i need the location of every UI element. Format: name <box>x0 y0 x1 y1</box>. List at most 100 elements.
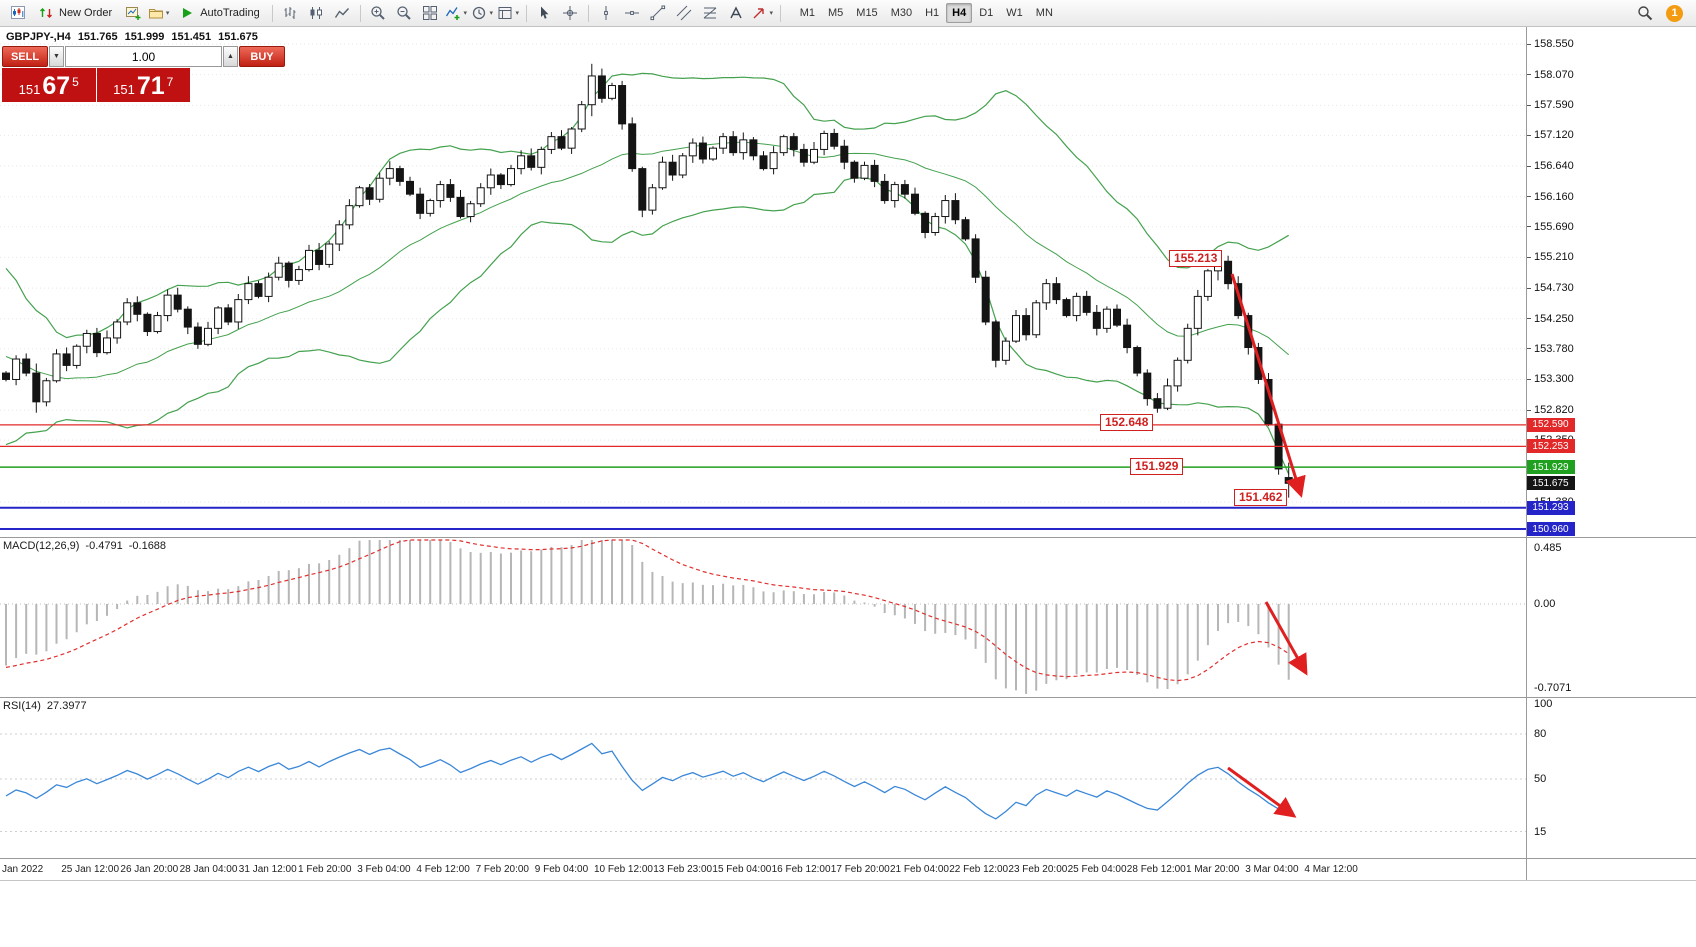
dropdown-arrow-icon: ▾ <box>489 10 493 17</box>
trade-panel-prices: 151 67 5 151 71 7 <box>2 68 190 102</box>
search-icon[interactable] <box>1632 1 1657 25</box>
timeframe-button-h4[interactable]: H4 <box>946 3 973 23</box>
dropdown-arrow-icon: ▾ <box>769 10 773 17</box>
timeframe-button-h1[interactable]: H1 <box>925 7 940 19</box>
text-icon[interactable] <box>724 1 749 25</box>
price-axis-tag: 151.293 <box>1526 500 1575 515</box>
equidistant-channel-icon[interactable] <box>672 1 697 25</box>
toolbar-separator <box>779 4 781 22</box>
zoom-out-icon[interactable] <box>392 1 417 25</box>
timeframe-button-w1[interactable]: W1 <box>1006 7 1023 19</box>
time-axis-label: 26 Jan 20:00 <box>120 864 179 875</box>
new-chart-icon[interactable] <box>5 1 30 25</box>
time-axis: Jan 2022 25 Jan 12:00 26 Jan 20:00 28 Jan 0… <box>0 858 1696 881</box>
trendline-icon[interactable] <box>646 1 671 25</box>
price-tick-mark <box>1526 104 1531 106</box>
time-axis-label: 23 Feb 20:00 <box>1008 864 1068 875</box>
price-tick: 154.730 <box>1534 282 1574 295</box>
buy-price-display[interactable]: 151 71 7 <box>96 68 190 102</box>
time-axis-label: 1 Feb 20:00 <box>298 864 352 875</box>
vertical-line-icon[interactable] <box>594 1 619 25</box>
candlestick-chart-type-icon[interactable] <box>304 1 329 25</box>
time-axis-label: 1 Mar 20:00 <box>1186 864 1240 875</box>
timeframe-button-m1[interactable]: M1 <box>799 7 815 19</box>
time-axis-label: 4 Mar 12:00 <box>1304 864 1358 875</box>
sell-price-display[interactable]: 151 67 5 <box>2 68 96 102</box>
quote-close: 151.675 <box>218 31 258 43</box>
time-axis-label: 25 Jan 12:00 <box>61 864 120 875</box>
macd-pane-separator[interactable] <box>0 537 1696 538</box>
rsi-axis-label: 100 <box>1534 698 1553 710</box>
templates-icon[interactable]: ▾ <box>496 1 521 25</box>
tile-windows-icon[interactable] <box>418 1 443 25</box>
time-axis-label: 7 Feb 20:00 <box>475 864 529 875</box>
time-axis-label: 15 Feb 04:00 <box>712 864 772 875</box>
timeframe-button-m5[interactable]: M5 <box>828 7 844 19</box>
fibonacci-icon[interactable] <box>698 1 723 25</box>
zoom-in-icon[interactable] <box>366 1 391 25</box>
volume-input[interactable] <box>65 46 222 67</box>
macd-signal-value: -0.1688 <box>128 540 167 552</box>
price-axis-tag: 152.253 <box>1526 439 1575 454</box>
periods-icon[interactable]: ▾ <box>470 1 495 25</box>
price-tick: 157.120 <box>1534 129 1574 142</box>
macd-axis-label: -0.7071 <box>1534 682 1572 694</box>
sell-button[interactable]: SELL <box>2 46 48 67</box>
toolbar-right: 1 <box>1632 1 1691 25</box>
timeframe-button-m15[interactable]: M15 <box>856 7 878 19</box>
quote-low: 151.451 <box>171 31 212 43</box>
crosshair-icon[interactable] <box>558 1 583 25</box>
open-chart-icon[interactable] <box>120 1 145 25</box>
rsi-pane-separator[interactable] <box>0 697 1696 698</box>
price-axis-tag: 150.960 <box>1526 522 1575 536</box>
profiles-icon[interactable]: ▾ <box>146 1 171 25</box>
price-tick: 154.250 <box>1534 312 1574 325</box>
macd-axis-label: 0.00 <box>1534 598 1556 610</box>
price-tick-mark <box>1526 226 1531 228</box>
buy-button[interactable]: BUY <box>239 46 285 67</box>
cursor-icon[interactable] <box>532 1 557 25</box>
trade-panel-controls: SELL ▼ ▲ BUY <box>2 46 285 67</box>
rsi-axis-label: 50 <box>1534 773 1547 785</box>
indicators-icon[interactable]: ▾ <box>444 1 469 25</box>
autotrading-button[interactable]: AutoTrading <box>172 1 267 25</box>
time-axis-label: 17 Feb 20:00 <box>830 864 890 875</box>
timeframe-button-mn[interactable]: MN <box>1035 7 1053 19</box>
bar-chart-type-icon[interactable] <box>278 1 303 25</box>
price-tick: 157.590 <box>1534 99 1574 112</box>
time-axis-label: 4 Feb 12:00 <box>416 864 470 875</box>
macd-indicator-canvas[interactable] <box>0 537 1526 697</box>
price-tick: 152.820 <box>1534 404 1574 417</box>
timeframe-button-m30[interactable]: M30 <box>890 7 913 19</box>
price-annotation-label: 152.648 <box>1100 414 1154 431</box>
new-order-label: New Order <box>59 7 113 19</box>
volume-increase-button[interactable]: ▲ <box>223 46 238 67</box>
rsi-value: 27.3977 <box>46 700 87 712</box>
price-tick: 155.690 <box>1534 220 1574 233</box>
buy-price-s: 7 <box>166 75 174 89</box>
new-order-button[interactable]: New Order <box>31 1 119 25</box>
macd-label: MACD(12,26,9) -0.4791 -0.1688 <box>3 540 166 552</box>
price-annotation-label: 151.929 <box>1130 458 1184 475</box>
symbol-period-label: GBPJPY-,H4 <box>6 31 71 43</box>
arrow-tools-icon[interactable]: ▾ <box>750 1 775 25</box>
price-tick-mark <box>1526 409 1531 411</box>
price-chart-canvas[interactable] <box>0 27 1526 537</box>
rsi-indicator-canvas[interactable] <box>0 697 1526 858</box>
price-tick: 153.780 <box>1534 342 1574 355</box>
price-axis-tag: 151.675 <box>1526 476 1575 491</box>
horizontal-line-icon[interactable] <box>620 1 645 25</box>
rsi-label: RSI(14) 27.3977 <box>3 700 87 712</box>
time-axis-label: 22 Feb 12:00 <box>949 864 1009 875</box>
timeframe-button-d1[interactable]: D1 <box>979 7 994 19</box>
time-axis-label: 10 Feb 12:00 <box>594 864 653 875</box>
main-toolbar: New Order ▾ AutoTrading ▾ ▾ ▾ <box>0 0 1696 27</box>
notification-badge[interactable]: 1 <box>1666 4 1683 22</box>
timeframe-toolbar: M1 M5 M15 M30 H1 H4 D1 W1 MN <box>794 3 1059 23</box>
rsi-axis-label: 15 <box>1534 825 1547 838</box>
line-chart-type-icon[interactable] <box>330 1 355 25</box>
volume-decrease-button[interactable]: ▼ <box>49 46 64 67</box>
rsi-axis-label: 80 <box>1534 728 1547 740</box>
price-annotation-label: 155.213 <box>1169 250 1223 267</box>
one-click-trade-panel: SELL ▼ ▲ BUY 151 67 5 151 71 7 <box>2 46 285 102</box>
